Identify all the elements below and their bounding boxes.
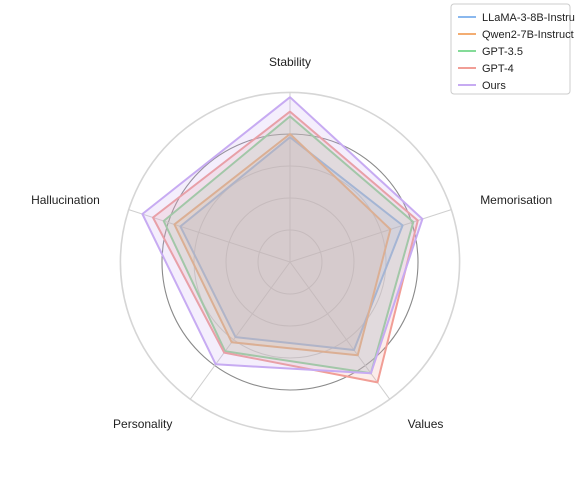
series-ours <box>141 96 424 375</box>
legend-label: Qwen2-7B-Instruct <box>482 29 574 41</box>
spoke <box>189 261 291 400</box>
axis-label-hallucination: Hallucination <box>31 193 100 207</box>
spoke <box>289 261 391 400</box>
radar-grid <box>119 91 461 433</box>
axis-label-values: Values <box>408 417 444 431</box>
series-gpt-3-5 <box>162 115 415 375</box>
legend: LLaMA-3-8B-Instruct Qwen2-7B-Instruct GPT-… <box>450 3 575 95</box>
legend-label: GPT-4 <box>482 63 514 75</box>
series-layer <box>141 96 424 384</box>
series-gpt-4 <box>152 110 419 384</box>
legend-label: GPT-3.5 <box>482 46 523 58</box>
series-qwen2-7b-instruct <box>173 133 392 357</box>
legend-label: LLaMA-3-8B-Instruct <box>482 12 575 24</box>
legend-label: Ours <box>482 80 506 92</box>
axis-labels: Memorisation Values Personality Hallucinati… <box>31 55 552 431</box>
spoke <box>289 209 452 263</box>
axis-label-personality: Personality <box>113 417 172 431</box>
axis-label-memorisation: Memorisation <box>480 193 552 207</box>
axis-label-stability: Stability <box>269 55 311 69</box>
outer-frame <box>119 91 461 433</box>
legend-box <box>450 3 571 95</box>
spoke <box>128 209 291 263</box>
